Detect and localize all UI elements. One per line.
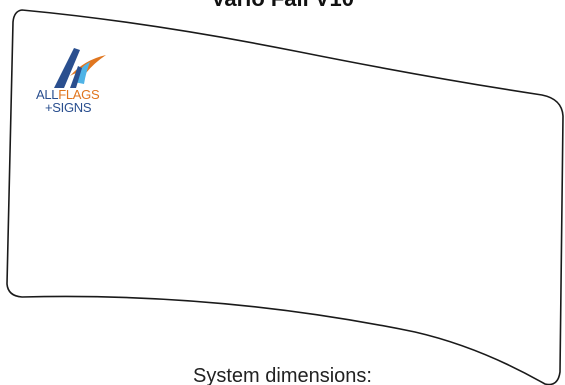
logo-flag-mark-icon bbox=[54, 48, 106, 88]
logo-word-flags: FLAGS bbox=[58, 87, 100, 102]
logo-word-signs: +SIGNS bbox=[45, 100, 92, 115]
logo-text-line1: ALLFLAGS bbox=[36, 88, 126, 102]
logo-word-all: ALL bbox=[36, 87, 59, 102]
system-dimensions-label: System dimensions: bbox=[193, 365, 372, 385]
banner-outline bbox=[6, 9, 564, 385]
product-title: Vario Fall V10 bbox=[0, 0, 565, 12]
all-flags-signs-logo: ALLFLAGS +SIGNS bbox=[36, 46, 126, 126]
